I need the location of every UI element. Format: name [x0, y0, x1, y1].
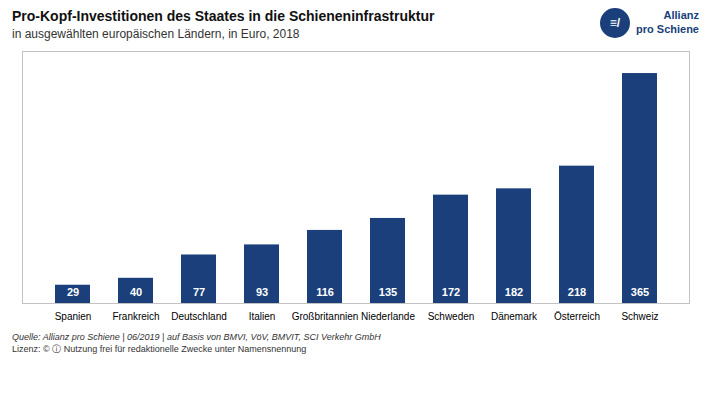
svg-text:182: 182 [505, 286, 523, 298]
svg-text:40: 40 [130, 286, 142, 298]
html-text:Pro-Kopf-Investitionen des Sta: Pro-Kopf-Investitionen des Staates in di… [12, 8, 435, 24]
svg-text:Schweden: Schweden [428, 311, 475, 322]
svg-text:116: 116 [316, 286, 334, 298]
svg-text:Frankreich: Frankreich [112, 311, 159, 322]
svg-text:93: 93 [256, 286, 268, 298]
svg-text:135: 135 [379, 286, 397, 298]
svg-text:Dänemark: Dänemark [491, 311, 538, 322]
html-text:Quelle: Allianz pro Schiene |: Quelle: Allianz pro Schiene | 06/2019 | … [12, 332, 381, 342]
html-text:in ausgewählten europäischen L: in ausgewählten europäischen Ländern, in… [12, 27, 300, 41]
svg-text:77: 77 [193, 286, 205, 298]
svg-text:172: 172 [442, 286, 460, 298]
svg-text:Österreich: Österreich [554, 311, 600, 322]
svg-text:Italien: Italien [249, 311, 276, 322]
svg-text:29: 29 [67, 286, 79, 298]
svg-text:Spanien: Spanien [55, 311, 92, 322]
svg-text:Großbritannien: Großbritannien [292, 311, 359, 322]
html-text:pro Schiene: pro Schiene [636, 23, 699, 35]
svg-text:Niederlande: Niederlande [361, 311, 415, 322]
svg-text:365: 365 [631, 286, 649, 298]
svg-text:Deutschland: Deutschland [171, 311, 227, 322]
html-text:Lizenz: © ⓘ Nutzung frei für r: Lizenz: © ⓘ Nutzung frei für redaktionel… [12, 344, 307, 355]
html-text:Allianz: Allianz [663, 9, 699, 22]
svg-text:218: 218 [568, 286, 586, 298]
svg-text:Schweiz: Schweiz [621, 311, 658, 322]
